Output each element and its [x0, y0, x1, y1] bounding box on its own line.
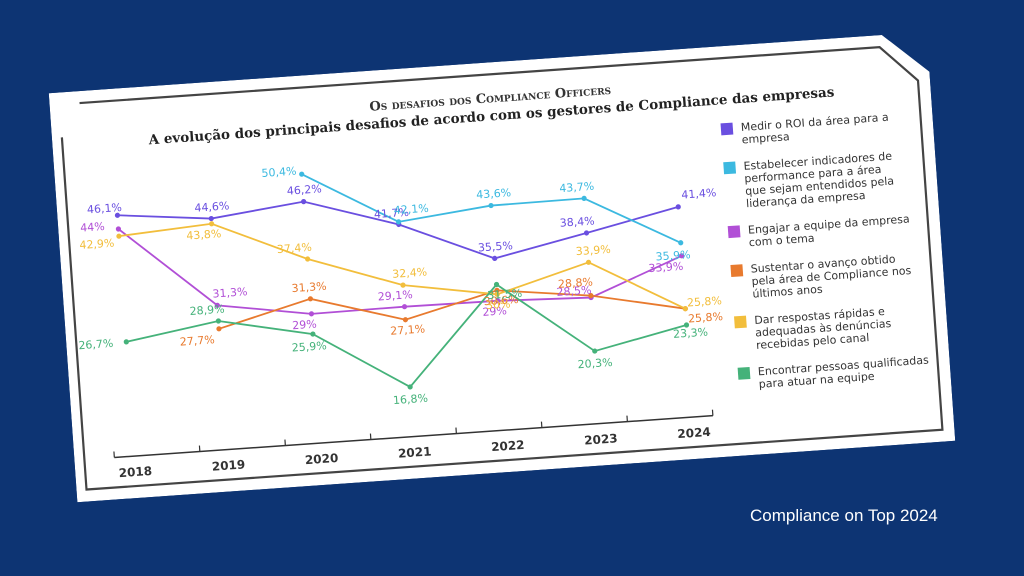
value-label: 42,1% — [393, 202, 429, 217]
value-label: 46,2% — [286, 182, 322, 197]
data-point — [585, 259, 592, 265]
data-point — [400, 282, 406, 288]
credit-text: Compliance on Top 2024 — [750, 506, 938, 525]
value-label: 25,8% — [687, 294, 723, 309]
value-label: 25,9% — [291, 339, 327, 354]
x-tick-label: 2024 — [677, 425, 711, 441]
value-label: 33,9% — [575, 243, 611, 258]
value-label: 37,4% — [276, 241, 312, 256]
chart-card: Os desafios dos Compliance Officers A ev… — [48, 32, 956, 503]
legend-swatch — [723, 161, 737, 175]
data-point — [494, 287, 500, 293]
legend-label: Estabelecer indicadores deperformance pa… — [743, 150, 895, 211]
data-point — [308, 311, 315, 317]
x-tick-label: 2021 — [398, 444, 432, 460]
value-label: 41,4% — [681, 186, 717, 201]
data-point — [581, 195, 587, 201]
card-frame — [60, 45, 944, 491]
x-tick-label: 2023 — [584, 431, 618, 447]
data-point — [493, 281, 500, 288]
value-label: 38,4% — [559, 214, 595, 229]
data-point — [407, 384, 413, 390]
data-point — [495, 298, 501, 304]
series-points — [114, 171, 690, 390]
line-chart: Os desafios dos Compliance Officers A ev… — [48, 34, 956, 503]
value-label: 30% — [486, 297, 511, 312]
legend-swatch — [734, 315, 747, 329]
data-point — [214, 302, 220, 308]
data-point — [592, 348, 598, 354]
series-line — [218, 289, 686, 330]
data-point — [683, 322, 690, 328]
value-label: 26,7% — [78, 337, 114, 352]
value-label: 29% — [292, 318, 317, 333]
value-label: 42,9% — [79, 237, 115, 252]
data-point — [583, 230, 590, 236]
value-label: 33,9% — [648, 260, 684, 275]
data-point — [401, 304, 408, 310]
value-label: 30,6% — [483, 293, 519, 308]
data-point — [208, 215, 214, 222]
legend-swatch — [737, 366, 751, 380]
data-point — [115, 226, 122, 232]
value-label: 31,3% — [291, 280, 327, 295]
data-point — [209, 221, 215, 227]
value-label: 27,1% — [390, 322, 426, 337]
x-tick-label: 2022 — [491, 438, 525, 454]
value-label: 28,5% — [556, 284, 592, 299]
value-label: 29,1% — [377, 288, 413, 303]
value-label: 44,6% — [194, 199, 230, 214]
data-point — [678, 240, 684, 246]
data-point — [588, 293, 594, 299]
value-label: 25,8% — [688, 310, 724, 325]
value-label: 28,8% — [558, 275, 594, 290]
legend-swatch — [730, 264, 744, 278]
value-label: 27,7% — [179, 333, 215, 348]
data-point — [299, 171, 305, 177]
x-tick-label: 2020 — [304, 451, 338, 467]
data-point — [395, 219, 402, 225]
data-point — [682, 306, 688, 312]
data-point — [123, 339, 129, 345]
value-label: 43,8% — [186, 227, 222, 242]
value-label: 35,5% — [477, 239, 513, 254]
value-label: 20,3% — [577, 356, 613, 371]
data-point — [492, 255, 498, 262]
value-label: 44% — [80, 220, 105, 235]
value-label: 31,3% — [212, 285, 248, 300]
data-point — [402, 317, 409, 323]
value-labels: 46,1% 44,6% 46,2% 41,7% 35,5% 38,4% 41,4% 50,4%… — [78, 165, 724, 408]
legend-swatch — [727, 225, 741, 239]
legend-swatch — [720, 122, 734, 136]
value-label: 28,9% — [189, 303, 225, 318]
value-label: 35,9% — [655, 248, 691, 263]
data-point — [216, 326, 222, 332]
x-axis-line — [114, 414, 713, 459]
data-point — [307, 296, 314, 302]
value-label: 43,6% — [476, 186, 512, 201]
x-tick-label: 2019 — [211, 457, 245, 473]
x-axis: 2018 2019 2020 2021 2022 2023 2024 — [113, 409, 714, 480]
value-label: 31,5% — [487, 287, 523, 302]
x-tick-label: 2018 — [118, 464, 152, 480]
value-label: 16,8% — [393, 392, 429, 407]
value-label: 41,7% — [374, 206, 410, 221]
data-point — [675, 204, 681, 210]
data-point — [310, 331, 316, 337]
data-point — [114, 212, 121, 218]
data-point — [679, 253, 685, 259]
data-point — [494, 291, 500, 297]
value-label: 32,4% — [392, 265, 428, 280]
value-label: 43,7% — [559, 180, 595, 195]
data-point — [488, 202, 494, 209]
data-point — [215, 318, 222, 324]
card-shape — [48, 34, 956, 503]
value-label: 23,3% — [673, 326, 709, 341]
value-label: 29% — [482, 304, 507, 319]
value-label: 46,1% — [87, 201, 123, 216]
data-point — [305, 256, 311, 262]
data-point — [116, 233, 122, 239]
data-point — [301, 199, 307, 205]
value-label: 50,4% — [261, 165, 297, 180]
